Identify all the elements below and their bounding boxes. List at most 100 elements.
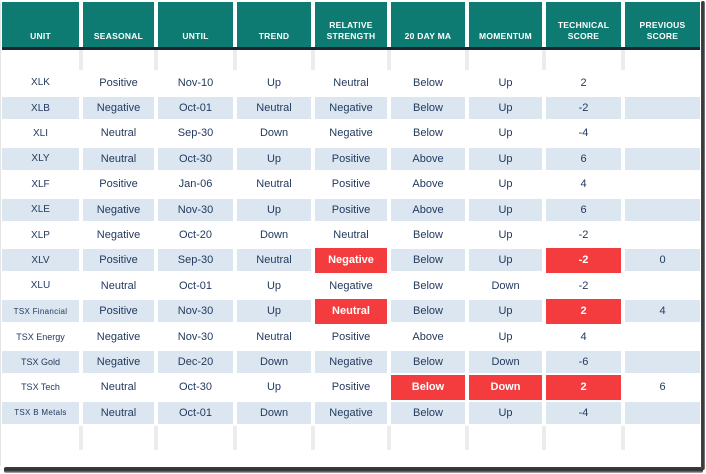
cell-tsx-b-metals-unit[interactable]: TSX B Metals [2,401,79,424]
column-header-relative-strength[interactable]: RELATIVE STRENGTH [315,2,387,47]
cell-xle-unit[interactable]: XLE [2,198,79,221]
cell-tsx-gold-unit[interactable]: TSX Gold [2,350,79,373]
cell-xlp-trend[interactable]: Down [237,224,311,247]
cell-xli-relative-strength[interactable]: Negative [315,122,387,145]
cell-xlu-previous[interactable] [625,274,700,297]
cell-xli-trend[interactable]: Down [237,122,311,145]
cell-tsx-energy-seasonal[interactable]: Negative [83,325,154,348]
column-header-technical[interactable]: TECHNICAL SCORE [546,2,621,47]
cell-xlb-momentum[interactable]: Up [469,97,542,120]
cell-xlb-trend[interactable]: Neutral [237,97,311,120]
cell-xlb-previous[interactable] [625,97,700,120]
cell-tsx-b-metals-momentum[interactable]: Up [469,401,542,424]
cell-xli-technical[interactable]: -4 [546,122,621,145]
cell-xlv-momentum[interactable]: Up [469,249,542,272]
cell-xlb-ma20[interactable]: Below [391,97,465,120]
cell-xlu-ma20[interactable]: Below [391,274,465,297]
cell-xlu-until[interactable]: Oct-01 [158,274,233,297]
cell-xly-unit[interactable]: XLY [2,147,79,170]
cell-xli-until[interactable]: Sep-30 [158,122,233,145]
cell-xli-ma20[interactable]: Below [391,122,465,145]
cell-xlb-unit[interactable]: XLB [2,97,79,120]
cell-xlk-unit[interactable]: XLK [2,71,79,94]
cell-xlk-technical[interactable]: 2 [546,71,621,94]
column-header-ma20[interactable]: 20 DAY MA [391,2,465,47]
cell-tsx-financial-ma20[interactable]: Below [391,300,465,323]
cell-xlk-relative-strength[interactable]: Neutral [315,71,387,94]
cell-xlb-technical[interactable]: -2 [546,97,621,120]
cell-xlp-relative-strength[interactable]: Neutral [315,224,387,247]
cell-xle-ma20[interactable]: Above [391,198,465,221]
cell-xlk-previous[interactable] [625,71,700,94]
cell-xlk-until[interactable]: Nov-10 [158,71,233,94]
cell-tsx-tech-momentum[interactable]: Down [469,374,542,401]
cell-tsx-energy-relative-strength[interactable]: Positive [315,325,387,348]
cell-xlp-unit[interactable]: XLP [2,224,79,247]
cell-tsx-energy-until[interactable]: Nov-30 [158,325,233,348]
cell-tsx-financial-momentum[interactable]: Up [469,300,542,323]
cell-tsx-b-metals-previous[interactable] [625,401,700,424]
cell-tsx-b-metals-technical[interactable]: -4 [546,401,621,424]
cell-xlv-technical[interactable]: -2 [546,247,621,274]
cell-tsx-energy-trend[interactable]: Neutral [237,325,311,348]
cell-xlf-seasonal[interactable]: Positive [83,173,154,196]
cell-xlf-previous[interactable] [625,173,700,196]
column-header-previous[interactable]: PREVIOUS SCORE [625,2,700,47]
cell-tsx-tech-unit[interactable]: TSX Tech [2,376,79,399]
cell-tsx-tech-technical[interactable]: 2 [546,374,621,401]
cell-tsx-tech-until[interactable]: Oct-30 [158,376,233,399]
cell-tsx-b-metals-seasonal[interactable]: Neutral [83,401,154,424]
cell-xlv-ma20[interactable]: Below [391,249,465,272]
cell-xly-ma20[interactable]: Above [391,147,465,170]
cell-xly-momentum[interactable]: Up [469,147,542,170]
cell-xly-relative-strength[interactable]: Positive [315,147,387,170]
cell-xli-seasonal[interactable]: Neutral [83,122,154,145]
cell-tsx-tech-relative-strength[interactable]: Positive [315,376,387,399]
cell-xlk-seasonal[interactable]: Positive [83,71,154,94]
cell-xlf-unit[interactable]: XLF [2,173,79,196]
cell-tsx-tech-ma20[interactable]: Below [391,374,465,401]
cell-xlf-relative-strength[interactable]: Positive [315,173,387,196]
cell-xlk-momentum[interactable]: Up [469,71,542,94]
cell-xlu-trend[interactable]: Up [237,274,311,297]
cell-xlv-relative-strength[interactable]: Negative [315,247,387,274]
cell-tsx-gold-relative-strength[interactable]: Negative [315,350,387,373]
cell-tsx-gold-trend[interactable]: Down [237,350,311,373]
cell-tsx-tech-trend[interactable]: Up [237,376,311,399]
cell-xlf-until[interactable]: Jan-06 [158,173,233,196]
cell-tsx-tech-previous[interactable]: 6 [625,376,700,399]
column-header-momentum[interactable]: MOMENTUM [469,2,542,47]
cell-xlu-technical[interactable]: -2 [546,274,621,297]
cell-xlf-momentum[interactable]: Up [469,173,542,196]
cell-tsx-financial-seasonal[interactable]: Positive [83,300,154,323]
cell-xlp-previous[interactable] [625,224,700,247]
cell-tsx-energy-previous[interactable] [625,325,700,348]
cell-tsx-gold-seasonal[interactable]: Negative [83,350,154,373]
cell-xli-previous[interactable] [625,122,700,145]
column-header-unit[interactable]: UNIT [2,2,79,47]
cell-xlv-until[interactable]: Sep-30 [158,249,233,272]
cell-xlf-trend[interactable]: Neutral [237,173,311,196]
cell-xlb-relative-strength[interactable]: Negative [315,97,387,120]
cell-xlk-ma20[interactable]: Below [391,71,465,94]
cell-xlu-momentum[interactable]: Down [469,274,542,297]
cell-tsx-gold-technical[interactable]: -6 [546,350,621,373]
cell-xlu-seasonal[interactable]: Neutral [83,274,154,297]
cell-xly-previous[interactable] [625,147,700,170]
cell-xlv-unit[interactable]: XLV [2,249,79,272]
cell-xle-momentum[interactable]: Up [469,198,542,221]
column-header-seasonal[interactable]: SEASONAL [83,2,154,47]
cell-xly-until[interactable]: Oct-30 [158,147,233,170]
cell-tsx-b-metals-trend[interactable]: Down [237,401,311,424]
cell-xlv-previous[interactable]: 0 [625,249,700,272]
cell-xle-relative-strength[interactable]: Positive [315,198,387,221]
cell-tsx-gold-previous[interactable] [625,350,700,373]
column-header-trend[interactable]: TREND [237,2,311,47]
cell-tsx-tech-seasonal[interactable]: Neutral [83,376,154,399]
column-header-until[interactable]: UNTIL [158,2,233,47]
cell-xli-unit[interactable]: XLI [2,122,79,145]
cell-xlb-seasonal[interactable]: Negative [83,97,154,120]
cell-xlp-seasonal[interactable]: Negative [83,224,154,247]
cell-tsx-financial-unit[interactable]: TSX Financial [2,300,79,323]
cell-xlp-ma20[interactable]: Below [391,224,465,247]
